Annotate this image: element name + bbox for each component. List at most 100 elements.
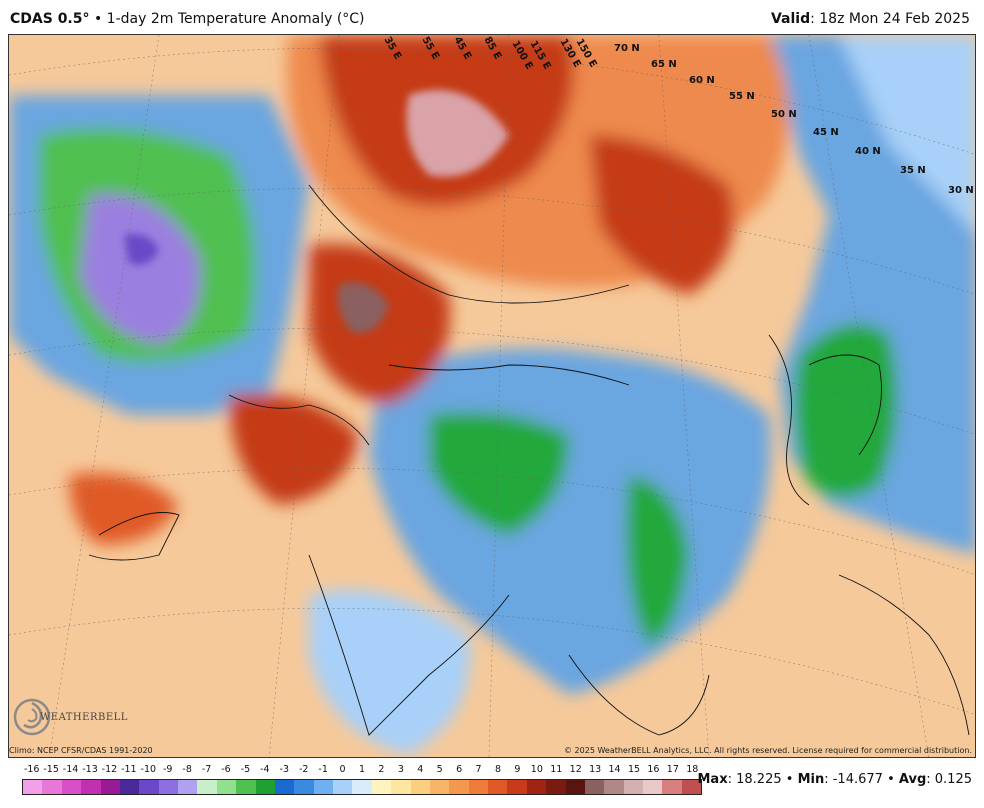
legend-tick-label: 14 <box>608 764 621 775</box>
tibet-green-region <box>429 412 569 535</box>
legend-tick-label: -13 <box>82 764 98 775</box>
legend-swatch <box>178 780 198 794</box>
max-value: : 18.225 <box>727 772 782 787</box>
legend-swatch <box>294 780 314 794</box>
legend-tick-label: 4 <box>417 764 424 775</box>
legend-swatch <box>61 780 82 794</box>
legend-swatch <box>507 780 527 794</box>
borders <box>88 184 970 736</box>
max-label: Max <box>697 772 728 787</box>
legend-tick-label: -6 <box>221 764 231 775</box>
legend-swatch <box>371 780 392 794</box>
map-title: CDAS 0.5° • 1-day 2m Temperature Anomaly… <box>10 11 365 27</box>
swirl-icon <box>13 698 51 736</box>
legend-tick-label: 0 <box>339 764 346 775</box>
valid-value: : 18z Mon 24 Feb 2025 <box>810 11 970 27</box>
legend-tick-label: 6 <box>456 764 463 775</box>
legend-swatch <box>410 780 430 794</box>
legend-tick-label: -15 <box>43 764 59 775</box>
legend-tick-label: -5 <box>240 764 251 775</box>
legend-swatch <box>643 780 663 794</box>
legend-tick-label: 5 <box>436 764 443 775</box>
logo-text: WEATHERBELL <box>40 712 128 723</box>
northeast-deep-warm-region <box>589 135 734 295</box>
lat-label-65: 65 N <box>651 59 677 70</box>
color-legend: -16 -15 -14 -13 -12 -11 -10 -9 -8 -7 -6 -5 -4 -3 -2 -1 0… <box>22 764 702 804</box>
model-name: CDAS 0.5 <box>10 11 83 27</box>
product-title: 1-day 2m Temperature Anomaly (°C) <box>106 11 365 27</box>
legend-tick-label: 16 <box>647 764 660 775</box>
min-value: : -14.677 <box>824 772 883 787</box>
legend-swatch <box>604 780 624 794</box>
legend-swatch <box>274 780 295 794</box>
lat-label-55: 55 N <box>729 91 755 102</box>
legend-tick-label: 9 <box>514 764 521 775</box>
anomaly-map: 70 N 65 N 60 N 55 N 50 N 45 N 40 N 35 N … <box>8 34 976 758</box>
weatherbell-logo: WEATHERBELL <box>12 695 127 741</box>
legend-swatch <box>584 780 605 794</box>
lat-label-35: 35 N <box>900 165 926 176</box>
legend-tick-label: 8 <box>494 764 502 775</box>
avg-value: : 0.125 <box>926 772 972 787</box>
legend-tick-label: 18 <box>686 764 699 775</box>
legend-swatch <box>468 780 488 794</box>
legend-tick-label: -14 <box>62 764 79 775</box>
legend-tick-label: 2 <box>378 764 385 775</box>
valid-label: Valid <box>770 11 811 27</box>
legend-tick-label: -7 <box>201 764 212 775</box>
valid-time: Valid: 18z Mon 24 Feb 2025 <box>771 11 970 27</box>
legend-swatch <box>429 780 450 794</box>
legend-tick-label: -8 <box>182 764 192 775</box>
legend-tick-label: -2 <box>298 764 309 775</box>
lat-label-30: 30 N <box>948 185 974 196</box>
legend-swatch <box>42 780 62 794</box>
legend-swatch <box>313 780 333 794</box>
legend-swatch <box>449 780 469 794</box>
legend-tick-label: 10 <box>530 764 543 775</box>
lat-label-70: 70 N <box>614 43 640 54</box>
kazakh-extreme-core <box>338 282 389 334</box>
legend-tick-label: 12 <box>569 764 582 775</box>
legend-tick-label: 11 <box>550 764 563 775</box>
west-cold-core <box>124 234 159 265</box>
legend-swatch <box>526 780 547 794</box>
legend-swatch <box>623 780 643 794</box>
min-label: Min <box>797 772 825 787</box>
legend-swatch <box>255 780 275 794</box>
legend-tick-label: 17 <box>666 764 679 775</box>
legend-tick-label: 1 <box>358 764 366 775</box>
iran-deep-warm-region <box>229 393 359 505</box>
southeast-green-region <box>626 475 689 645</box>
legend-tick-label: -16 <box>23 764 40 775</box>
legend-swatch <box>546 780 566 794</box>
arabia-warm-region <box>69 473 179 545</box>
climo-note: Climo: NCEP CFSR/CDAS 1991-2020 <box>9 746 153 755</box>
legend-tick-label: -9 <box>162 764 173 775</box>
legend-swatch <box>216 780 237 794</box>
legend-tick-label: -11 <box>121 764 137 775</box>
degree-sign: ° <box>82 11 90 27</box>
lat-label-60: 60 N <box>689 75 715 86</box>
legend-swatch <box>488 780 508 794</box>
legend-tick-label: 3 <box>397 764 404 775</box>
stats-sep-1: • <box>785 772 794 787</box>
legend-swatch <box>119 780 140 794</box>
map-header: CDAS 0.5° • 1-day 2m Temperature Anomaly… <box>0 0 984 34</box>
legend-ticks: -16 -15 -14 -13 -12 -11 -10 -9 -8 -7 -6 -5 -4 -3 -2 -1 0… <box>22 764 702 778</box>
stats-sep-2: • <box>887 772 895 787</box>
extreme-warm-core <box>406 90 509 177</box>
legend-tick-label: -10 <box>140 764 157 775</box>
legend-swatch <box>662 780 682 794</box>
legend-tick-label: -1 <box>318 764 328 775</box>
legend-swatch <box>333 780 353 794</box>
legend-swatch <box>352 780 372 794</box>
map-field <box>9 35 975 757</box>
legend-tick-label: 15 <box>627 764 641 775</box>
legend-swatch <box>23 780 43 794</box>
ocean-light-region <box>839 35 975 233</box>
field-stats: Max: 18.225 • Min: -14.677 • Avg: 0.125 <box>698 772 973 787</box>
legend-swatch <box>391 780 411 794</box>
legend-tick-label: -3 <box>279 764 290 775</box>
legend-bar <box>22 779 702 795</box>
legend-swatch <box>565 780 585 794</box>
